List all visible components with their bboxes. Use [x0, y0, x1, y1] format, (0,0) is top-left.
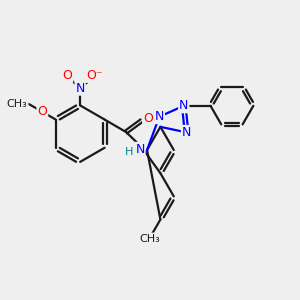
- Text: O: O: [38, 105, 47, 118]
- Text: H: H: [125, 147, 133, 157]
- Text: CH₃: CH₃: [140, 233, 160, 244]
- Text: N: N: [154, 110, 164, 123]
- Text: O: O: [143, 112, 153, 125]
- Text: CH₃: CH₃: [7, 99, 27, 109]
- Text: N: N: [182, 126, 191, 139]
- Text: N: N: [179, 99, 188, 112]
- Text: N: N: [76, 82, 85, 95]
- Text: O⁻: O⁻: [86, 69, 102, 82]
- Text: N: N: [135, 143, 145, 156]
- Text: O: O: [62, 69, 72, 82]
